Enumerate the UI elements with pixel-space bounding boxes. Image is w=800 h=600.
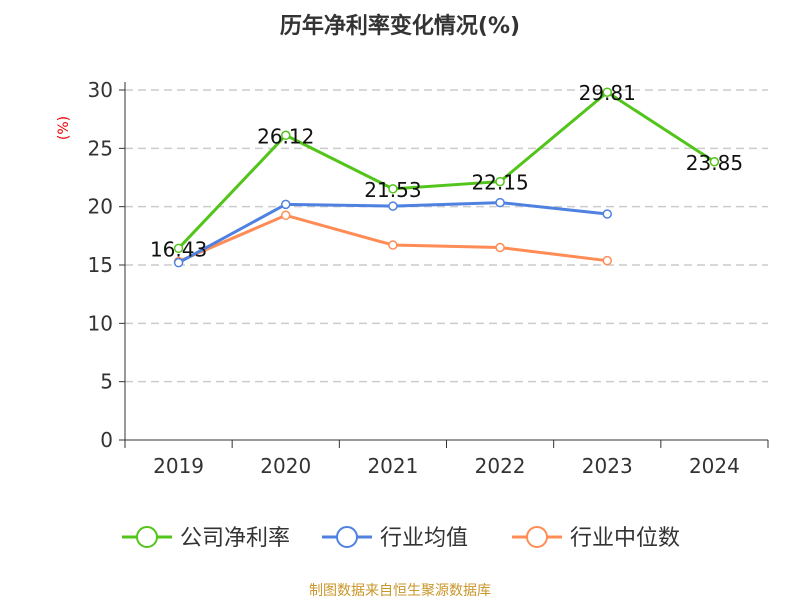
data-label: 26.12 [257, 124, 314, 148]
y-tick-label: 0 [100, 428, 113, 452]
data-point[interactable] [602, 209, 612, 219]
data-point[interactable] [495, 242, 505, 253]
source-note: 制图数据来自恒生聚源数据库 [309, 583, 491, 599]
y-tick-label: 15 [88, 253, 113, 277]
y-tick-label: 30 [88, 78, 113, 102]
series-line [177, 90, 716, 250]
legend-label: 行业均值 [380, 526, 468, 551]
legend-marker-icon [136, 526, 158, 548]
x-tick-label: 2020 [260, 454, 311, 478]
data-point[interactable] [388, 201, 398, 211]
data-label: 16.43 [150, 237, 207, 261]
data-point[interactable] [281, 130, 291, 141]
series-line [177, 213, 608, 263]
x-tick-label: 2022 [475, 454, 526, 478]
legend-item[interactable]: 行业中位数 [512, 526, 680, 551]
data-point[interactable] [495, 176, 505, 187]
x-tick-label: 2024 [689, 454, 740, 478]
x-tick-label: 2019 [153, 454, 204, 478]
data-point[interactable] [281, 199, 291, 210]
data-point[interactable] [388, 184, 398, 194]
y-tick-label: 25 [88, 136, 113, 160]
data-label: 23.85 [686, 151, 743, 175]
legend-label: 行业中位数 [570, 526, 680, 551]
data-label: 29.81 [579, 81, 636, 105]
data-point[interactable] [388, 240, 398, 250]
y-axis-label: (%) [56, 116, 72, 140]
legend-marker-icon [526, 526, 548, 548]
x-tick-label: 2021 [367, 454, 418, 478]
chart-title: 历年净利率变化情况(%) [280, 13, 520, 39]
y-tick-label: 20 [88, 195, 113, 219]
data-label: 21.53 [364, 178, 421, 202]
data-point[interactable] [173, 243, 184, 254]
legend-marker-icon [336, 526, 358, 548]
legend-item[interactable]: 公司净利率 [122, 526, 290, 551]
data-point[interactable] [173, 257, 184, 268]
legend-label: 公司净利率 [180, 526, 290, 551]
data-point[interactable] [281, 210, 291, 221]
data-label: 22.15 [471, 171, 528, 195]
data-point[interactable] [495, 197, 505, 208]
data-point[interactable] [602, 87, 612, 97]
x-tick-label: 2023 [582, 454, 633, 478]
data-point[interactable] [709, 157, 720, 167]
y-tick-label: 5 [100, 370, 113, 394]
y-tick-label: 10 [88, 311, 113, 335]
legend-item[interactable]: 行业均值 [322, 526, 468, 551]
data-point[interactable] [602, 255, 612, 266]
